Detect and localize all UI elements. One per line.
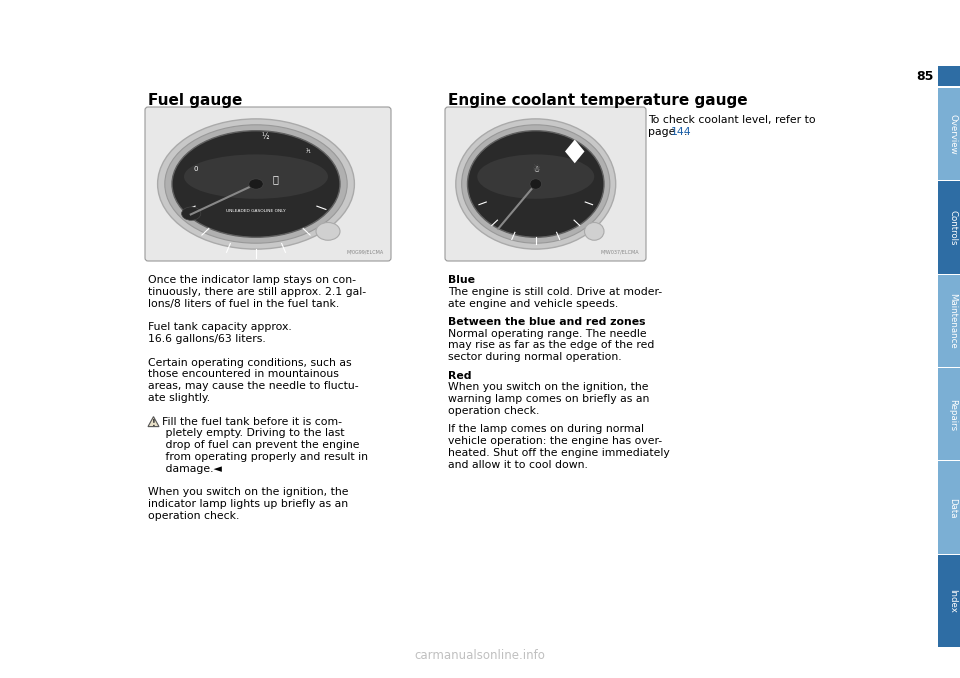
Text: carmanualsonline.info: carmanualsonline.info <box>415 649 545 662</box>
Text: 0: 0 <box>194 166 199 172</box>
Text: indicator lamp lights up briefly as an: indicator lamp lights up briefly as an <box>148 499 348 509</box>
Ellipse shape <box>165 125 348 243</box>
Ellipse shape <box>172 131 340 237</box>
Ellipse shape <box>316 222 340 240</box>
Text: drop of fuel can prevent the engine: drop of fuel can prevent the engine <box>148 440 359 450</box>
Text: those encountered in mountainous: those encountered in mountainous <box>148 370 339 380</box>
Text: damage.◄: damage.◄ <box>148 464 222 474</box>
Text: Engine coolant temperature gauge: Engine coolant temperature gauge <box>448 93 748 108</box>
Text: warning lamp comes on briefly as an: warning lamp comes on briefly as an <box>448 394 649 404</box>
Text: Red: Red <box>448 371 471 380</box>
Text: pletely empty. Driving to the last: pletely empty. Driving to the last <box>148 428 345 439</box>
Text: !: ! <box>152 418 156 428</box>
Text: Fuel tank capacity approx.: Fuel tank capacity approx. <box>148 322 292 332</box>
Text: Normal operating range. The needle: Normal operating range. The needle <box>448 329 647 339</box>
Text: Certain operating conditions, such as: Certain operating conditions, such as <box>148 357 351 367</box>
Text: vehicle operation: the engine has over-: vehicle operation: the engine has over- <box>448 436 662 446</box>
Text: 85: 85 <box>917 70 934 83</box>
Text: 16.6 gallons/63 liters.: 16.6 gallons/63 liters. <box>148 334 266 344</box>
Bar <box>938 368 960 460</box>
Text: Repairs: Repairs <box>948 399 957 431</box>
Text: M/0G99/ELCMA: M/0G99/ELCMA <box>347 249 384 254</box>
Ellipse shape <box>530 179 541 189</box>
Text: Blue: Blue <box>448 275 475 285</box>
FancyBboxPatch shape <box>445 107 646 261</box>
Text: from operating properly and result in: from operating properly and result in <box>148 452 368 462</box>
Ellipse shape <box>456 119 615 249</box>
Text: Data: Data <box>948 498 957 518</box>
Text: ½: ½ <box>262 132 270 141</box>
Text: lons/8 liters of fuel in the fuel tank.: lons/8 liters of fuel in the fuel tank. <box>148 298 339 308</box>
Text: Fill the fuel tank before it is com-: Fill the fuel tank before it is com- <box>162 416 342 426</box>
Text: heated. Shut off the engine immediately: heated. Shut off the engine immediately <box>448 448 670 458</box>
Ellipse shape <box>181 207 201 220</box>
Text: operation check.: operation check. <box>148 511 239 521</box>
Text: Controls: Controls <box>948 210 957 245</box>
Polygon shape <box>148 416 159 426</box>
Bar <box>938 88 960 180</box>
Bar <box>938 66 960 86</box>
Text: may rise as far as the edge of the red: may rise as far as the edge of the red <box>448 340 655 351</box>
Text: page: page <box>648 127 679 137</box>
Text: The engine is still cold. Drive at moder-: The engine is still cold. Drive at moder… <box>448 287 662 297</box>
Text: ☃: ☃ <box>532 165 540 174</box>
Ellipse shape <box>468 131 604 237</box>
Ellipse shape <box>157 119 354 249</box>
Bar <box>938 555 960 647</box>
Text: ate slightly.: ate slightly. <box>148 393 210 403</box>
Text: Maintenance: Maintenance <box>948 294 957 349</box>
Ellipse shape <box>585 222 604 240</box>
Text: sector during normal operation.: sector during normal operation. <box>448 353 622 362</box>
Text: M/W037/ELCMA: M/W037/ELCMA <box>600 249 639 254</box>
Text: Between the blue and red zones: Between the blue and red zones <box>448 317 645 327</box>
Text: operation check.: operation check. <box>448 406 540 416</box>
Text: When you switch on the ignition, the: When you switch on the ignition, the <box>148 487 348 498</box>
Bar <box>938 275 960 367</box>
Text: Once the indicator lamp stays on con-: Once the indicator lamp stays on con- <box>148 275 356 285</box>
Ellipse shape <box>477 155 594 199</box>
Text: areas, may cause the needle to fluctu-: areas, may cause the needle to fluctu- <box>148 381 359 391</box>
FancyBboxPatch shape <box>145 107 391 261</box>
Text: ¹⁄₁: ¹⁄₁ <box>306 149 312 154</box>
Bar <box>938 461 960 554</box>
Ellipse shape <box>462 125 610 243</box>
Ellipse shape <box>184 155 328 199</box>
Text: ⛽: ⛽ <box>273 174 278 184</box>
Text: and allow it to cool down.: and allow it to cool down. <box>448 460 588 470</box>
Text: Overview: Overview <box>948 115 957 155</box>
Text: tinuously, there are still approx. 2.1 gal-: tinuously, there are still approx. 2.1 g… <box>148 287 366 297</box>
Text: ate engine and vehicle speeds.: ate engine and vehicle speeds. <box>448 298 618 308</box>
Bar <box>938 181 960 274</box>
Text: When you switch on the ignition, the: When you switch on the ignition, the <box>448 382 649 393</box>
Text: To check coolant level, refer to: To check coolant level, refer to <box>648 115 816 125</box>
Text: UNLEADED GASOLINE ONLY: UNLEADED GASOLINE ONLY <box>227 209 286 213</box>
Text: Index: Index <box>948 589 957 614</box>
Text: If the lamp comes on during normal: If the lamp comes on during normal <box>448 424 644 435</box>
Text: .: . <box>684 127 687 137</box>
Text: 144: 144 <box>670 127 691 137</box>
Text: Fuel gauge: Fuel gauge <box>148 93 242 108</box>
Ellipse shape <box>249 179 263 189</box>
Polygon shape <box>565 140 585 163</box>
